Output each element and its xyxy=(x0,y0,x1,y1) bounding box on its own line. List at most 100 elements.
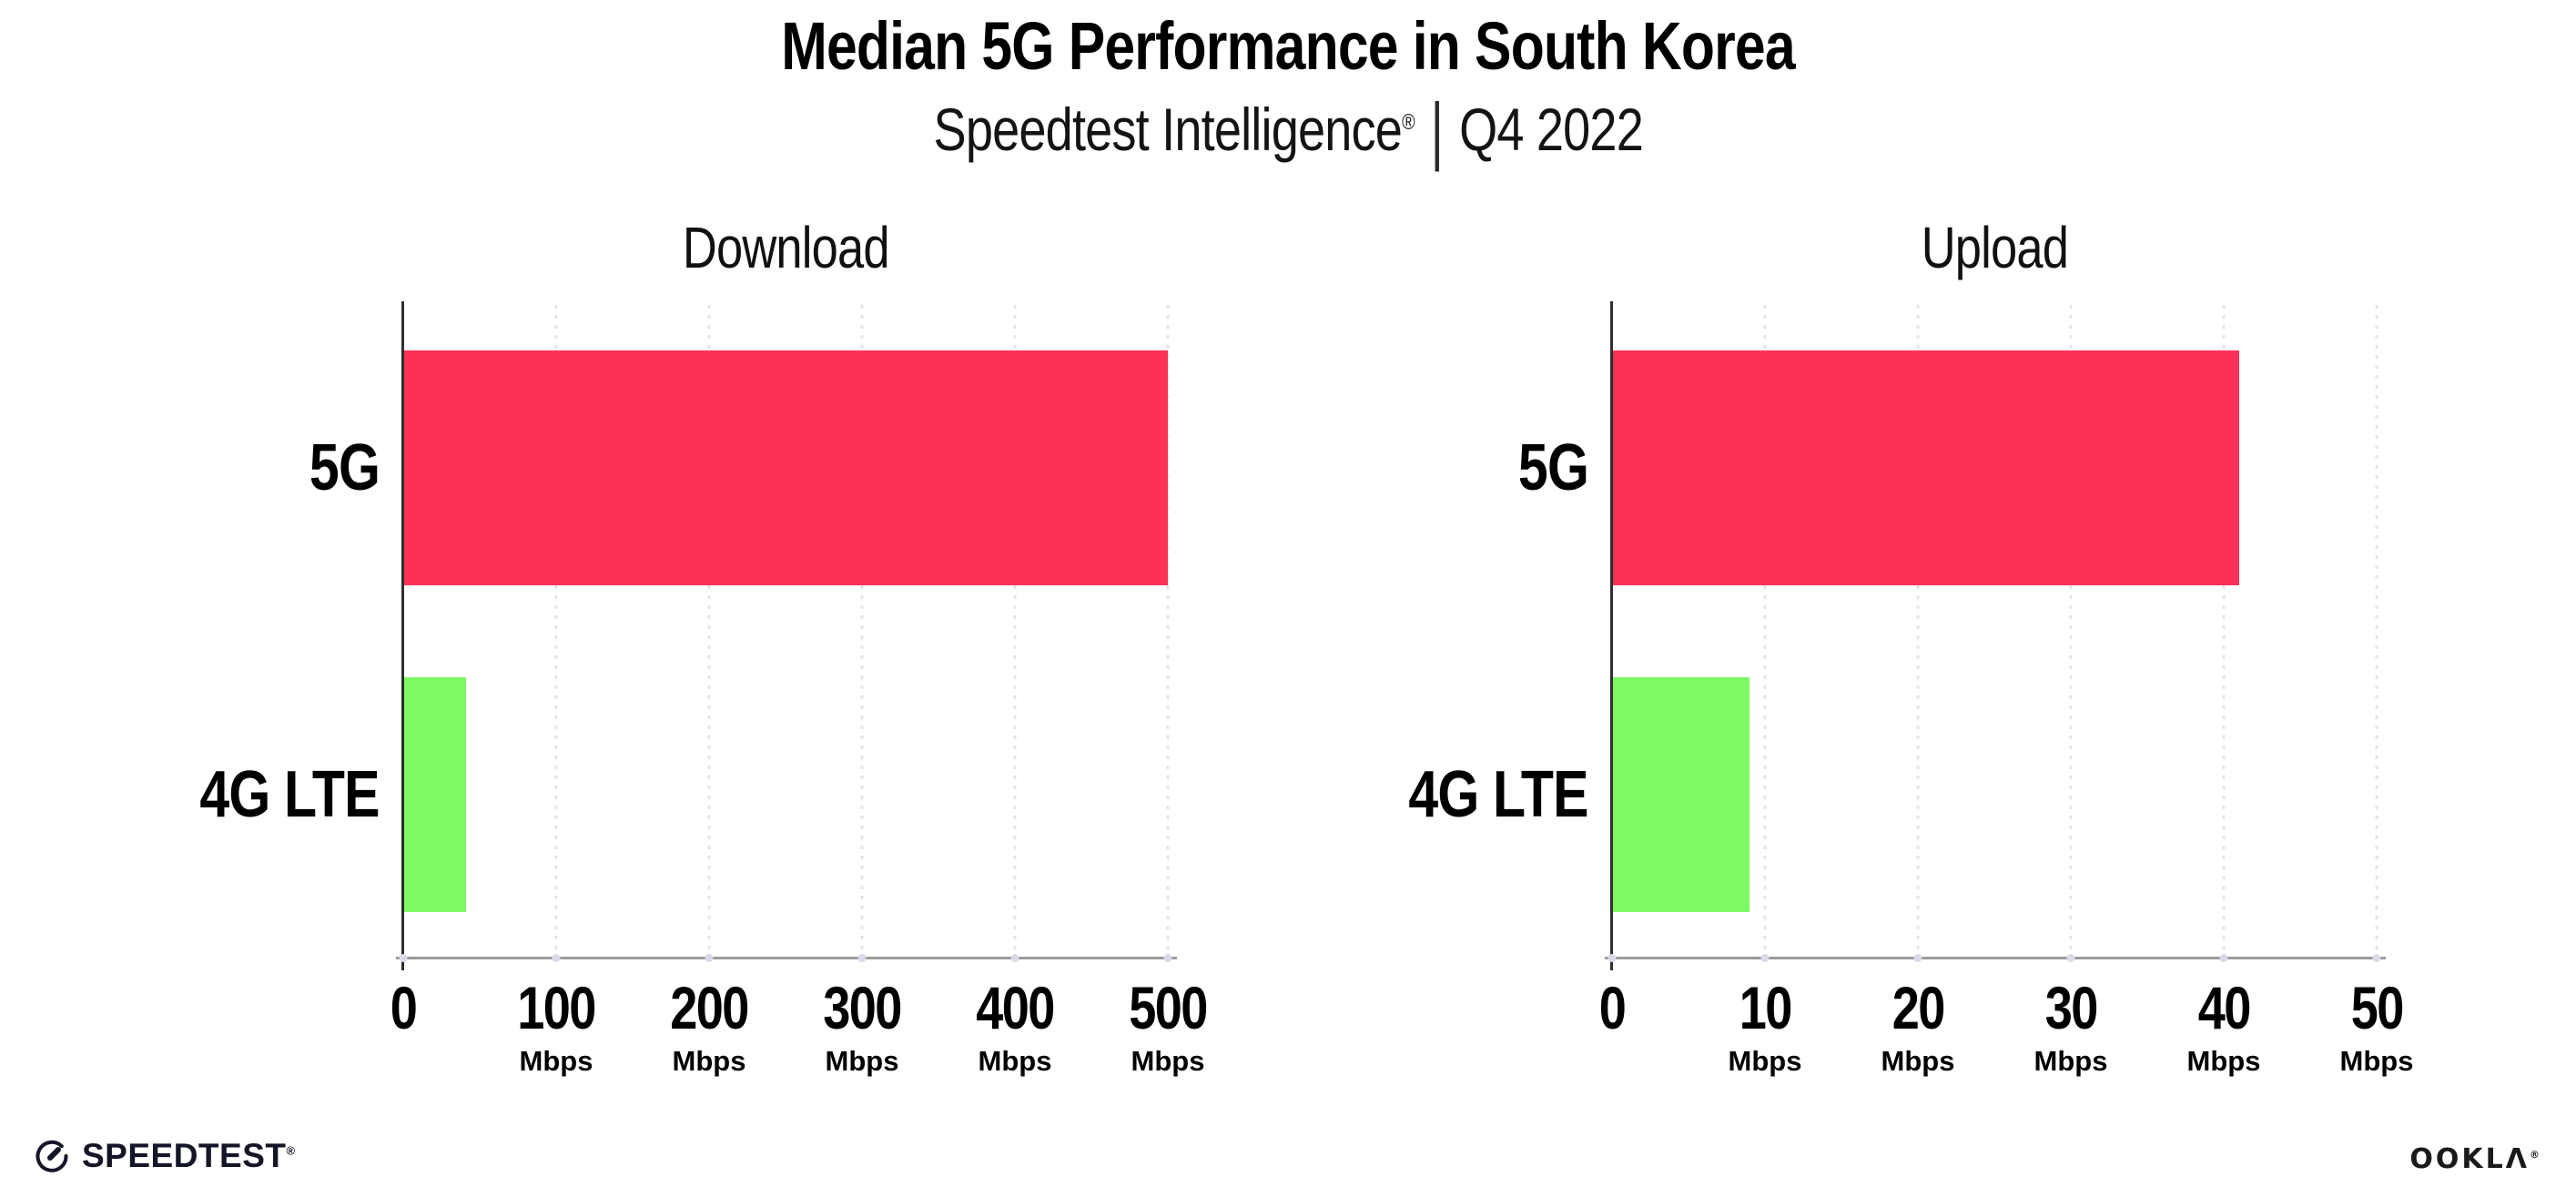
x-tick: 300 Mbps xyxy=(815,978,909,1078)
x-tick: 100 Mbps xyxy=(509,978,603,1078)
gridline xyxy=(1763,305,1767,958)
category-label-text: 4G LTE xyxy=(199,757,380,831)
x-tick-number-text: 20 xyxy=(1891,974,1946,1041)
x-tick-number-text: 200 xyxy=(670,974,749,1041)
x-tick-number: 400 xyxy=(968,978,1062,1038)
axis-tick-dot xyxy=(857,954,867,962)
subtitle-separator: | xyxy=(1430,86,1444,171)
axis-tick-dot xyxy=(2219,954,2228,962)
gridline xyxy=(860,305,864,958)
x-tick-number: 20 xyxy=(1881,978,1955,1038)
x-tick-number: 500 xyxy=(1121,978,1215,1038)
bar-4g-lte xyxy=(403,676,466,912)
axis-tick-dot xyxy=(399,954,408,962)
chart-main-title: Median 5G Performance in South Korea xyxy=(0,11,2576,82)
axis-tick-dot xyxy=(1760,954,1770,962)
x-tick: 40 Mbps xyxy=(2187,978,2261,1078)
category-label-text: 5G xyxy=(309,431,380,505)
plot-area: 0 100 Mbps 200 Mbps 300 Mbps 400 Mbps 500 Mbps 5G 4G… xyxy=(200,301,1208,1077)
bar-4g-lte xyxy=(1612,676,1750,912)
x-tick-number: 40 xyxy=(2187,978,2261,1038)
x-tick-unit: Mbps xyxy=(2033,1045,2108,1077)
x-tick-number-text: 50 xyxy=(2350,974,2405,1041)
gridline xyxy=(2375,305,2378,958)
x-tick-unit xyxy=(1597,1045,1628,1078)
x-tick: 400 Mbps xyxy=(968,978,1062,1078)
upload-chart-panel: Upload 0 10 Mbps 20 Mbps 30 Mbps 40 Mbps 50 Mbps 5G… xyxy=(1409,215,2414,1077)
x-tick-number: 50 xyxy=(2340,978,2414,1038)
x-tick: 50 Mbps xyxy=(2340,978,2414,1078)
bar-5g xyxy=(1612,350,2239,586)
subtitle-period: Q4 2022 xyxy=(1458,95,1644,163)
gridline xyxy=(1166,305,1170,958)
x-tick: 10 Mbps xyxy=(1729,978,1802,1078)
ookla-logo: OOKLΛ® xyxy=(2409,1143,2540,1175)
ookla-wordmark-text: OOKLΛ xyxy=(2409,1143,2530,1175)
x-tick-unit: Mbps xyxy=(672,1045,746,1077)
x-tick-number: 100 xyxy=(509,978,603,1038)
footer: SPEEDTEST® OOKLΛ® xyxy=(0,1124,2576,1197)
chart-subtitle-text: Speedtest Intelligence® | Q4 2022 xyxy=(933,86,1644,171)
download-chart-panel: Download 0 100 Mbps 200 Mbps 300 Mbps 400 Mbps 50… xyxy=(200,215,1209,1077)
speedtest-wordmark: SPEEDTEST® xyxy=(82,1137,296,1175)
axis-tick-dot xyxy=(1913,954,1922,962)
x-tick-number: 300 xyxy=(815,978,909,1038)
x-tick-unit: Mbps xyxy=(2186,1045,2261,1077)
x-axis-line xyxy=(1605,957,2386,959)
x-tick-unit: Mbps xyxy=(1881,1045,1955,1077)
ookla-registered-icon: ® xyxy=(2530,1149,2540,1161)
x-tick-unit: Mbps xyxy=(978,1045,1052,1077)
gridline xyxy=(707,305,711,958)
axis-tick-dot xyxy=(552,954,561,962)
axis-tick-dot xyxy=(1010,954,1019,962)
gridline xyxy=(554,305,558,958)
chart-main-title-text: Median 5G Performance in South Korea xyxy=(781,8,1795,84)
x-tick-number-text: 40 xyxy=(2197,974,2252,1041)
x-tick-unit: Mbps xyxy=(825,1045,899,1077)
category-label-text: 5G xyxy=(1517,431,1589,505)
upload-panel-title-text: Upload xyxy=(1921,215,2068,280)
speedtest-registered-icon: ® xyxy=(286,1143,296,1158)
category-label-5g: 5G xyxy=(1503,431,1589,505)
x-tick-unit xyxy=(388,1045,420,1078)
axis-tick-dot xyxy=(1163,954,1172,962)
registered-mark-icon: ® xyxy=(1401,109,1415,135)
x-tick-number-text: 400 xyxy=(976,974,1055,1041)
x-tick: 500 Mbps xyxy=(1121,978,1215,1078)
x-tick-number-text: 100 xyxy=(517,974,596,1041)
x-tick-number: 30 xyxy=(2034,978,2108,1038)
x-tick-unit: Mbps xyxy=(519,1045,593,1077)
category-label-4g-lte: 4G LTE xyxy=(160,757,380,832)
x-tick-unit: Mbps xyxy=(2339,1045,2414,1077)
x-tick: 0 xyxy=(388,978,420,1078)
x-tick-number: 10 xyxy=(1729,978,1802,1038)
x-axis-line xyxy=(396,957,1177,959)
speedtest-logo: SPEEDTEST® xyxy=(31,1135,296,1177)
x-tick-number-text: 500 xyxy=(1129,974,1208,1041)
x-tick-number-text: 30 xyxy=(2044,974,2099,1041)
category-label-text: 4G LTE xyxy=(1408,757,1589,831)
upload-panel-title: Upload xyxy=(1612,214,2377,281)
x-tick-number-text: 300 xyxy=(823,974,902,1041)
gridline xyxy=(2222,305,2226,958)
x-tick-number: 200 xyxy=(662,978,756,1038)
subtitle-brand: Speedtest Intelligence xyxy=(933,95,1402,163)
speedtest-gauge-icon xyxy=(31,1135,73,1177)
x-tick: 20 Mbps xyxy=(1881,978,1955,1078)
x-tick: 30 Mbps xyxy=(2034,978,2108,1078)
x-tick-unit: Mbps xyxy=(1728,1045,1802,1077)
axis-tick-dot xyxy=(705,954,714,962)
plot-area: 0 10 Mbps 20 Mbps 30 Mbps 40 Mbps 50 Mbps 5G 4G LTE xyxy=(1409,301,2413,1077)
download-panel-title: Download xyxy=(403,214,1168,281)
y-axis-spine xyxy=(1610,301,1613,970)
category-label-4g-lte: 4G LTE xyxy=(1369,757,1589,832)
category-label-5g: 5G xyxy=(294,431,380,505)
axis-tick-dot xyxy=(1607,954,1617,962)
header: Median 5G Performance in South Korea Spe… xyxy=(0,11,2576,171)
axis-tick-dot xyxy=(2066,954,2075,962)
bar-5g xyxy=(403,350,1168,586)
axis-tick-dot xyxy=(2372,954,2381,962)
x-tick-number-text: 0 xyxy=(390,974,418,1041)
gridline xyxy=(1013,305,1017,958)
gridline xyxy=(1916,305,1920,958)
